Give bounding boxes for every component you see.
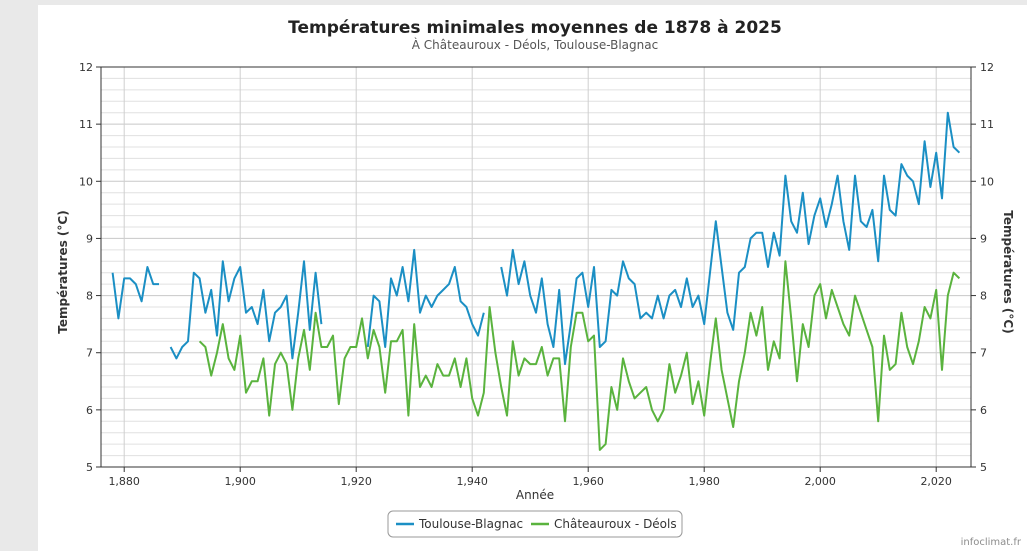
y-tick-label-left: 6 [86,404,93,417]
legend-item-toulouse[interactable]: Toulouse-Blagnac [396,517,523,531]
y-tick-label-left: 5 [86,461,93,474]
legend-item-chateauroux[interactable]: Châteauroux - Déols [531,517,677,531]
y-tick-label-left: 8 [86,290,93,303]
legend-label-chateauroux: Châteauroux - Déols [554,517,677,531]
y-tick-label-right: 12 [980,61,994,74]
line-chart: 5 5 6 6 7 7 8 8 9 9 10 10 11 11 12 12 1,880 1,900 1,920 1,9… [56,18,1015,538]
y-tick-label-left: 11 [79,118,93,131]
y-tick-label-left: 12 [79,61,93,74]
series-lines [111,111,961,451]
y-tick-label-right: 6 [980,404,987,417]
credit-link[interactable]: infoclimat.fr [960,537,1021,548]
y-tick-label-right: 10 [980,175,994,188]
axes: 5 5 6 6 7 7 8 8 9 9 10 10 11 11 12 12 1,880 1,900 1,920 1,9… [79,61,994,488]
y-axis-label-right: Températures (°C) [1001,210,1015,333]
y-tick-label-left: 10 [79,175,93,188]
x-tick-label: 1,920 [340,475,372,488]
x-tick-label: 1,980 [688,475,720,488]
chart-container: 5 5 6 6 7 7 8 8 9 9 10 10 11 11 12 12 1,880 1,900 1,920 1,9… [38,5,1027,551]
series-line-toulouse-blagnac [111,111,961,366]
x-tick-label: 1,960 [572,475,604,488]
grid [101,66,971,468]
x-tick-label: 1,900 [224,475,256,488]
y-tick-label-right: 11 [980,118,994,131]
series-line-chateauroux-deols [198,260,961,451]
y-tick-label-left: 9 [86,232,93,245]
y-tick-label-right: 9 [980,232,987,245]
legend: Toulouse-Blagnac Châteauroux - Déols [387,510,683,538]
y-tick-label-right: 7 [980,347,987,360]
chart-subtitle: À Châteauroux - Déols, Toulouse-Blagnac [412,37,658,52]
x-axis-label: Année [516,488,554,502]
x-tick-label: 2,000 [804,475,836,488]
x-tick-label: 1,880 [108,475,140,488]
y-tick-label-left: 7 [86,347,93,360]
x-tick-label: 1,940 [456,475,488,488]
y-axis-label-left: Températures (°C) [56,210,70,333]
legend-label-toulouse: Toulouse-Blagnac [418,517,523,531]
plot-border [100,66,972,468]
chart-title: Températures minimales moyennes de 1878 … [288,18,782,38]
x-tick-label: 2,020 [920,475,952,488]
y-tick-label-right: 5 [980,461,987,474]
y-tick-label-right: 8 [980,290,987,303]
